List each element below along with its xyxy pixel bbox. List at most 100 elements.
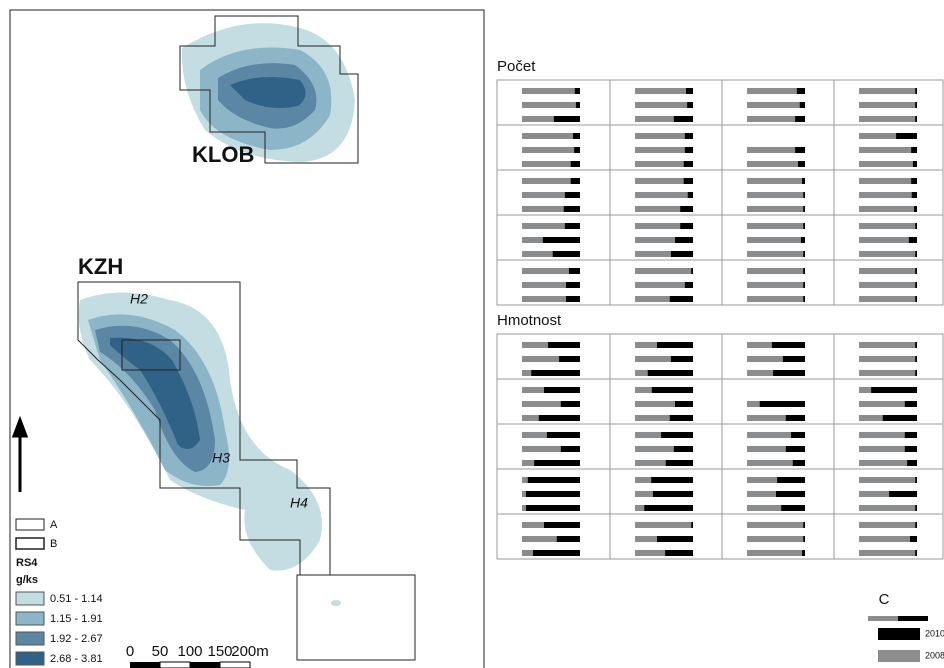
- panel-title: Hmotnost: [497, 312, 562, 329]
- bar-2010: [563, 206, 580, 212]
- bar-2010: [914, 206, 917, 212]
- map-label: KLOB: [192, 142, 254, 167]
- key-label: 2008: [925, 650, 944, 660]
- bar-2010: [781, 505, 805, 511]
- bar-2010: [657, 342, 693, 348]
- map-label: KZH: [78, 254, 123, 279]
- bar-2008: [859, 133, 917, 139]
- bar-2008: [859, 446, 917, 452]
- bar-2008: [747, 237, 805, 243]
- bar-2010: [683, 161, 693, 167]
- bar-2010: [911, 147, 917, 153]
- bar-2008: [522, 356, 580, 362]
- key-items: 2010 2008: [878, 628, 944, 662]
- bar-2010: [684, 133, 693, 139]
- bar-2010: [683, 178, 693, 184]
- bar-2008: [747, 282, 805, 288]
- bar-2008: [747, 505, 805, 511]
- bar-2008: [859, 342, 917, 348]
- bar-2008: [859, 296, 917, 302]
- bar-2010: [533, 550, 580, 556]
- bar-2010: [526, 491, 580, 497]
- bar-2010: [673, 116, 693, 122]
- bar-2008: [522, 206, 580, 212]
- map-label: H4: [290, 495, 308, 511]
- legend-swatch: [15, 537, 45, 550]
- bar-2010: [544, 387, 580, 393]
- bar-2010: [657, 536, 693, 542]
- key-sample: [868, 616, 898, 621]
- bar-2010: [661, 432, 693, 438]
- bar-2008: [747, 102, 805, 108]
- bar-2008: [635, 446, 693, 452]
- bar-2008: [635, 192, 693, 198]
- bar-2010: [907, 460, 917, 466]
- legend-classes: 0.51 - 1.14 1.15 - 1.91 1.92 - 2.67 2.68 - …: [15, 591, 103, 666]
- bar-2008: [859, 88, 917, 94]
- bar-2008: [522, 251, 580, 257]
- bar-2010: [570, 161, 580, 167]
- bar-2008: [747, 432, 805, 438]
- bar-2010: [803, 206, 805, 212]
- bar-2010: [791, 432, 805, 438]
- bar-2010: [912, 161, 917, 167]
- bar-2010: [915, 102, 917, 108]
- bar-2008: [635, 102, 693, 108]
- bar-2008: [747, 522, 805, 528]
- bar-2008: [859, 370, 917, 376]
- bar-2010: [651, 387, 693, 393]
- bar-2008: [635, 133, 693, 139]
- bar-2008: [635, 522, 693, 528]
- bar-2010: [896, 133, 917, 139]
- bar-2010: [795, 147, 805, 153]
- bar-2010: [574, 147, 580, 153]
- bar-2008: [747, 550, 805, 556]
- bar-2010: [889, 491, 917, 497]
- bar-2008: [747, 536, 805, 542]
- scale-label: 0: [126, 643, 134, 660]
- legend-swatch: [15, 591, 45, 606]
- bar-2010: [776, 491, 805, 497]
- bar-2010: [911, 192, 917, 198]
- bar-2010: [556, 536, 580, 542]
- bar-2010: [915, 251, 917, 257]
- bar-2010: [566, 282, 580, 288]
- bar-2010: [915, 550, 917, 556]
- bar-2008: [747, 460, 805, 466]
- bar-2010: [568, 268, 580, 274]
- panel-frame: [496, 333, 944, 560]
- bar-2010: [904, 432, 917, 438]
- bar-2010: [684, 282, 693, 288]
- bar-2008: [859, 268, 917, 274]
- bar-2008: [859, 147, 917, 153]
- bar-2008: [635, 88, 693, 94]
- bar-2008: [747, 477, 805, 483]
- bar-2010: [647, 370, 693, 376]
- bar-2010: [802, 550, 805, 556]
- key-swatch: [878, 628, 920, 640]
- bar-2008: [747, 192, 805, 198]
- bar-2010: [915, 282, 917, 288]
- bar-2008: [747, 251, 805, 257]
- bar-2008: [635, 116, 693, 122]
- bar-2010: [915, 268, 917, 274]
- bar-2008: [522, 401, 580, 407]
- bar-2010: [795, 116, 805, 122]
- bar-2008: [747, 356, 805, 362]
- bar-2008: [859, 223, 917, 229]
- bar-2010: [915, 296, 917, 302]
- bar-2010: [915, 370, 917, 376]
- bar-2010: [792, 460, 805, 466]
- bar-2010: [538, 415, 580, 421]
- bar-2010: [564, 223, 580, 229]
- bar-2008: [747, 116, 805, 122]
- bar-2010: [803, 296, 805, 302]
- bar-2008: [522, 192, 580, 198]
- bar-2008: [859, 505, 917, 511]
- bar-2008: [635, 161, 693, 167]
- bar-2010: [559, 356, 580, 362]
- bar-2010: [665, 550, 693, 556]
- bar-2010: [915, 477, 917, 483]
- bar-2010: [684, 147, 693, 153]
- bar-2008: [747, 206, 805, 212]
